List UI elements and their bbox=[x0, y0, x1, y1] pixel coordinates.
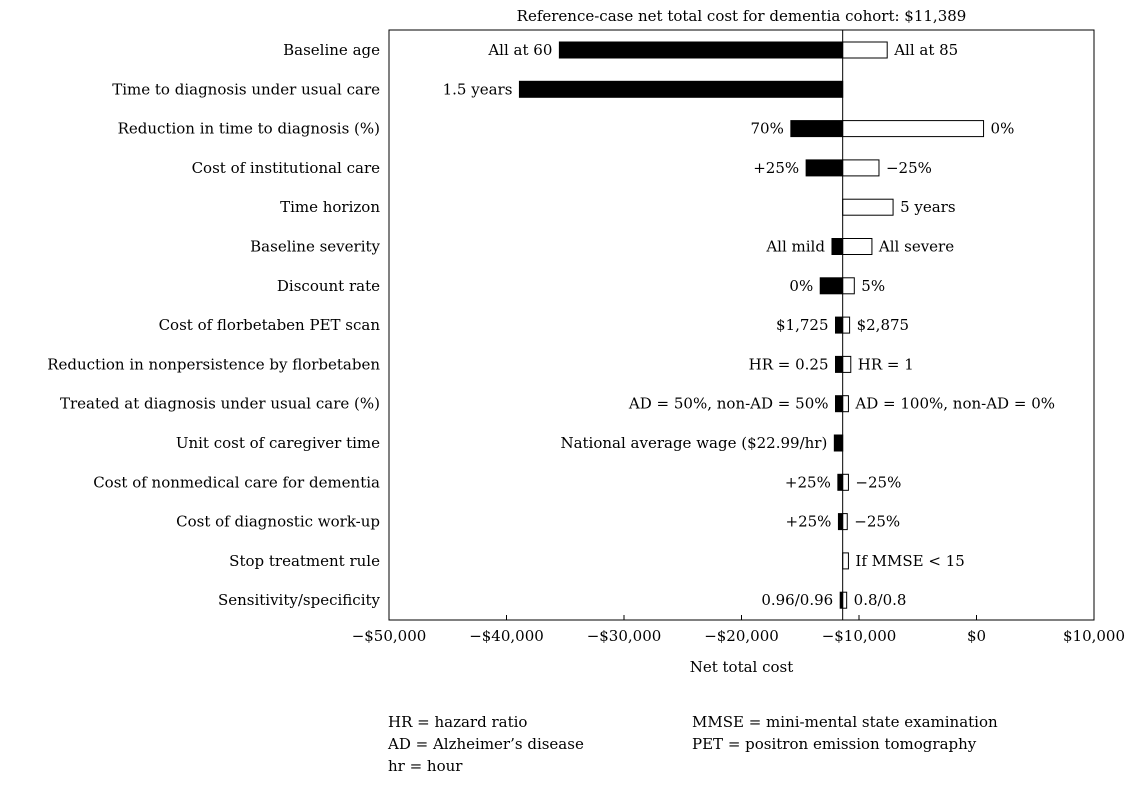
low-bar bbox=[518, 80, 844, 98]
low-bar-label: +25% bbox=[786, 513, 832, 531]
low-bar-label: 1.5 years bbox=[443, 80, 513, 98]
low-bar-label: +25% bbox=[785, 473, 831, 491]
category-label: Stop treatment rule bbox=[229, 552, 380, 570]
high-bar bbox=[842, 198, 894, 216]
category-label: Discount rate bbox=[277, 277, 380, 295]
tornado-chart: Reference-case net total cost for dement… bbox=[47, 7, 1125, 676]
high-bar bbox=[842, 238, 873, 255]
low-bar-label: All at 60 bbox=[487, 41, 552, 59]
x-tick-label: −$20,000 bbox=[704, 627, 779, 645]
x-tick-label: −$10,000 bbox=[822, 627, 897, 645]
category-label: Baseline age bbox=[283, 41, 380, 59]
high-bar-label: All severe bbox=[878, 238, 954, 256]
legend-note: AD = Alzheimer’s disease bbox=[388, 735, 584, 753]
high-bar-label: AD = 100%, non-AD = 0% bbox=[854, 395, 1055, 413]
high-bar bbox=[842, 41, 888, 59]
low-bar bbox=[819, 277, 844, 295]
high-bar bbox=[842, 159, 880, 177]
high-bar-label: 5% bbox=[861, 277, 885, 295]
low-bar-label: 0.96/0.96 bbox=[761, 591, 833, 609]
legend-note: MMSE = mini-mental state examination bbox=[692, 713, 998, 731]
high-bar-label: HR = 1 bbox=[858, 355, 914, 373]
low-bar bbox=[831, 238, 844, 255]
high-bar bbox=[842, 591, 848, 609]
category-label: Baseline severity bbox=[250, 238, 380, 256]
x-tick-label: $0 bbox=[967, 627, 986, 645]
x-axis: −$50,000 −$40,000 −$30,000 −$20,000 −$10,000… bbox=[352, 29, 1125, 645]
high-bar-label: $2,875 bbox=[857, 316, 910, 334]
category-label: Treated at diagnosis under usual care (%… bbox=[60, 395, 380, 413]
x-tick-label: −$30,000 bbox=[587, 627, 662, 645]
high-bar bbox=[842, 355, 852, 373]
legend-note: PET = positron emission tomography bbox=[692, 735, 977, 753]
high-bar bbox=[842, 277, 855, 295]
high-bar-label: 0% bbox=[991, 120, 1015, 138]
chart-title: Reference-case net total cost for dement… bbox=[517, 7, 967, 25]
high-bar-label: 0.8/0.8 bbox=[854, 591, 907, 609]
x-tick-label: −$50,000 bbox=[352, 627, 427, 645]
high-bar bbox=[842, 395, 849, 413]
low-bar bbox=[833, 434, 844, 452]
low-bar-label: 0% bbox=[789, 277, 813, 295]
category-label: Reduction in time to diagnosis (%) bbox=[118, 120, 380, 138]
low-bar-label: National average wage ($22.99/hr) bbox=[560, 434, 827, 452]
low-bar-label: All mild bbox=[765, 238, 825, 256]
low-bar bbox=[558, 41, 844, 59]
low-bar-label: +25% bbox=[753, 159, 799, 177]
legend-note: hr = hour bbox=[388, 757, 463, 775]
low-bar bbox=[805, 159, 844, 177]
category-label: Sensitivity/specificity bbox=[218, 591, 381, 609]
low-bar bbox=[837, 513, 844, 531]
high-bar-label: −25% bbox=[855, 473, 901, 491]
low-bar bbox=[835, 355, 844, 373]
high-bar-label: All at 85 bbox=[893, 41, 958, 59]
plot-frame bbox=[388, 29, 1095, 621]
legend-notes-right: MMSE = mini-mental state examination PET… bbox=[692, 711, 998, 755]
category-label: Cost of florbetaben PET scan bbox=[159, 316, 381, 334]
low-bar bbox=[837, 473, 844, 491]
high-bar-label: If MMSE < 15 bbox=[855, 552, 964, 570]
low-bar-label: 70% bbox=[751, 120, 784, 138]
high-bar-label: −25% bbox=[886, 159, 932, 177]
low-bar-label: AD = 50%, non-AD = 50% bbox=[628, 395, 829, 413]
high-bar-label: 5 years bbox=[900, 198, 955, 216]
legend-notes-left: HR = hazard ratio AD = Alzheimer’s disea… bbox=[388, 711, 584, 777]
x-tick-label: $10,000 bbox=[1063, 627, 1125, 645]
x-axis-label: Net total cost bbox=[690, 658, 794, 676]
category-label: Cost of nonmedical care for dementia bbox=[93, 473, 380, 491]
low-bar-label: $1,725 bbox=[776, 316, 829, 334]
low-bar bbox=[835, 316, 844, 334]
legend-note: HR = hazard ratio bbox=[388, 713, 528, 731]
low-bar bbox=[790, 120, 844, 138]
low-bar bbox=[835, 395, 844, 413]
category-label: Unit cost of caregiver time bbox=[176, 434, 380, 452]
bars-layer: Baseline age All at 60 All at 85 Time to di… bbox=[47, 41, 1055, 609]
high-bar bbox=[842, 316, 851, 334]
low-bar-label: HR = 0.25 bbox=[749, 355, 829, 373]
high-bar bbox=[842, 473, 849, 491]
x-tick-label: −$40,000 bbox=[469, 627, 544, 645]
high-bar bbox=[842, 552, 849, 570]
category-label: Time horizon bbox=[280, 198, 380, 216]
category-label: Time to diagnosis under usual care bbox=[112, 80, 380, 98]
category-label: Cost of institutional care bbox=[192, 159, 381, 177]
high-bar bbox=[842, 513, 848, 531]
category-label: Cost of diagnostic work-up bbox=[176, 513, 380, 531]
high-bar bbox=[842, 120, 985, 138]
category-label: Reduction in nonpersistence by florbetab… bbox=[47, 355, 380, 373]
high-bar-label: −25% bbox=[854, 513, 900, 531]
